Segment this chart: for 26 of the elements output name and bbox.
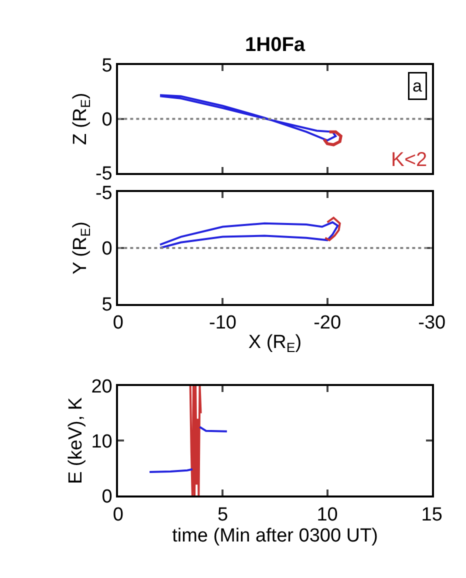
x-axis-title: time (Min after 0300 UT) bbox=[172, 525, 378, 546]
x-axis-title: X (R$_{E}$) bbox=[248, 332, 302, 355]
y-tick-label: -5 bbox=[95, 163, 112, 184]
chart-title: 1H0Fa bbox=[245, 34, 306, 56]
x-tick-label: -10 bbox=[209, 312, 236, 334]
y-tick-label: 0 bbox=[102, 110, 112, 131]
y-tick-label: 0 bbox=[102, 238, 112, 260]
y-axis-title: E (keV), K bbox=[66, 397, 87, 484]
x-tick-label: 15 bbox=[421, 504, 442, 526]
y-tick-label: -5 bbox=[95, 182, 112, 204]
line-series bbox=[324, 216, 341, 242]
x-tick-label: -20 bbox=[314, 312, 342, 334]
annotation: a bbox=[412, 76, 422, 96]
line-series bbox=[322, 130, 342, 146]
annotation: K<2 bbox=[391, 149, 428, 171]
y-tick-label: 5 bbox=[102, 294, 112, 316]
x-tick-label: 5 bbox=[217, 504, 228, 526]
y-tick-label: 5 bbox=[102, 56, 112, 77]
y-tick-label: 0 bbox=[102, 486, 112, 508]
y-tick-label: 20 bbox=[91, 376, 112, 398]
line-series bbox=[159, 94, 337, 142]
y-tick-label: 10 bbox=[91, 431, 112, 452]
line-series bbox=[159, 221, 339, 249]
x-tick-label: -30 bbox=[418, 312, 446, 334]
x-tick-label: 10 bbox=[316, 504, 338, 526]
line-series bbox=[189, 386, 202, 496]
